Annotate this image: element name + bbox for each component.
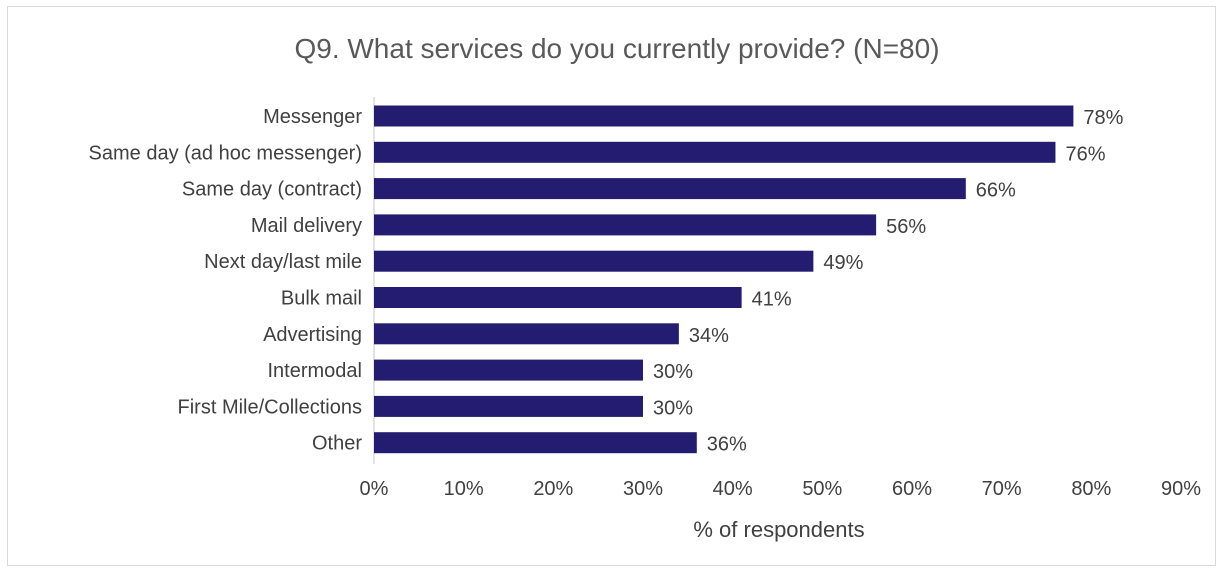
category-label: First Mile/Collections bbox=[178, 396, 362, 418]
bars-group bbox=[374, 105, 1074, 454]
x-tick-label: 90% bbox=[1161, 478, 1201, 500]
data-label: 78% bbox=[1083, 107, 1123, 129]
category-label: Advertising bbox=[263, 324, 362, 346]
category-labels: Messenger Same day (ad hoc messenger) Same… bbox=[89, 106, 363, 455]
x-axis-title: % of respondents bbox=[693, 517, 864, 542]
bar bbox=[374, 359, 643, 381]
x-tick-label: 20% bbox=[533, 478, 573, 500]
category-label: Messenger bbox=[263, 106, 362, 128]
category-label: Bulk mail bbox=[281, 288, 362, 310]
x-tick-label: 0% bbox=[360, 478, 389, 500]
x-tick-label: 60% bbox=[892, 478, 932, 500]
bar bbox=[374, 250, 814, 272]
data-label: 36% bbox=[707, 434, 747, 456]
data-label: 34% bbox=[689, 325, 729, 347]
category-label: Other bbox=[312, 433, 362, 455]
x-tick-labels: 0% 10% 20% 30% 40% 50% 60% 70% 80% 90% bbox=[360, 478, 1202, 500]
chart-svg: Q9. What services do you currently provi… bbox=[89, 33, 1202, 542]
x-tick-label: 80% bbox=[1071, 478, 1111, 500]
bar bbox=[374, 178, 966, 200]
category-label: Same day (contract) bbox=[182, 179, 362, 201]
data-labels: 78% 76% 66% 56% 49% 41% 34% 30% 30% 36% bbox=[653, 107, 1124, 456]
x-tick-label: 70% bbox=[982, 478, 1022, 500]
chart-title: Q9. What services do you currently provi… bbox=[294, 33, 939, 64]
data-label: 49% bbox=[823, 252, 863, 274]
data-label: 30% bbox=[653, 397, 693, 419]
category-label: Intermodal bbox=[268, 360, 363, 382]
bar bbox=[374, 214, 877, 236]
x-tick-label: 50% bbox=[802, 478, 842, 500]
bar bbox=[374, 105, 1074, 127]
bar bbox=[374, 432, 697, 454]
data-label: 56% bbox=[886, 216, 926, 238]
category-label: Next day/last mile bbox=[204, 251, 362, 273]
category-label: Mail delivery bbox=[251, 215, 362, 237]
data-label: 66% bbox=[976, 180, 1016, 202]
x-tick-label: 30% bbox=[623, 478, 663, 500]
x-tick-label: 40% bbox=[713, 478, 753, 500]
bar bbox=[374, 395, 643, 417]
category-label: Same day (ad hoc messenger) bbox=[89, 142, 362, 164]
data-label: 76% bbox=[1065, 143, 1105, 165]
data-label: 41% bbox=[752, 289, 792, 311]
bar bbox=[374, 141, 1056, 163]
chart-frame: Q9. What services do you currently provi… bbox=[7, 6, 1216, 566]
data-label: 30% bbox=[653, 361, 693, 383]
bar bbox=[374, 323, 679, 345]
bar bbox=[374, 287, 742, 308]
x-tick-label: 10% bbox=[444, 478, 484, 500]
